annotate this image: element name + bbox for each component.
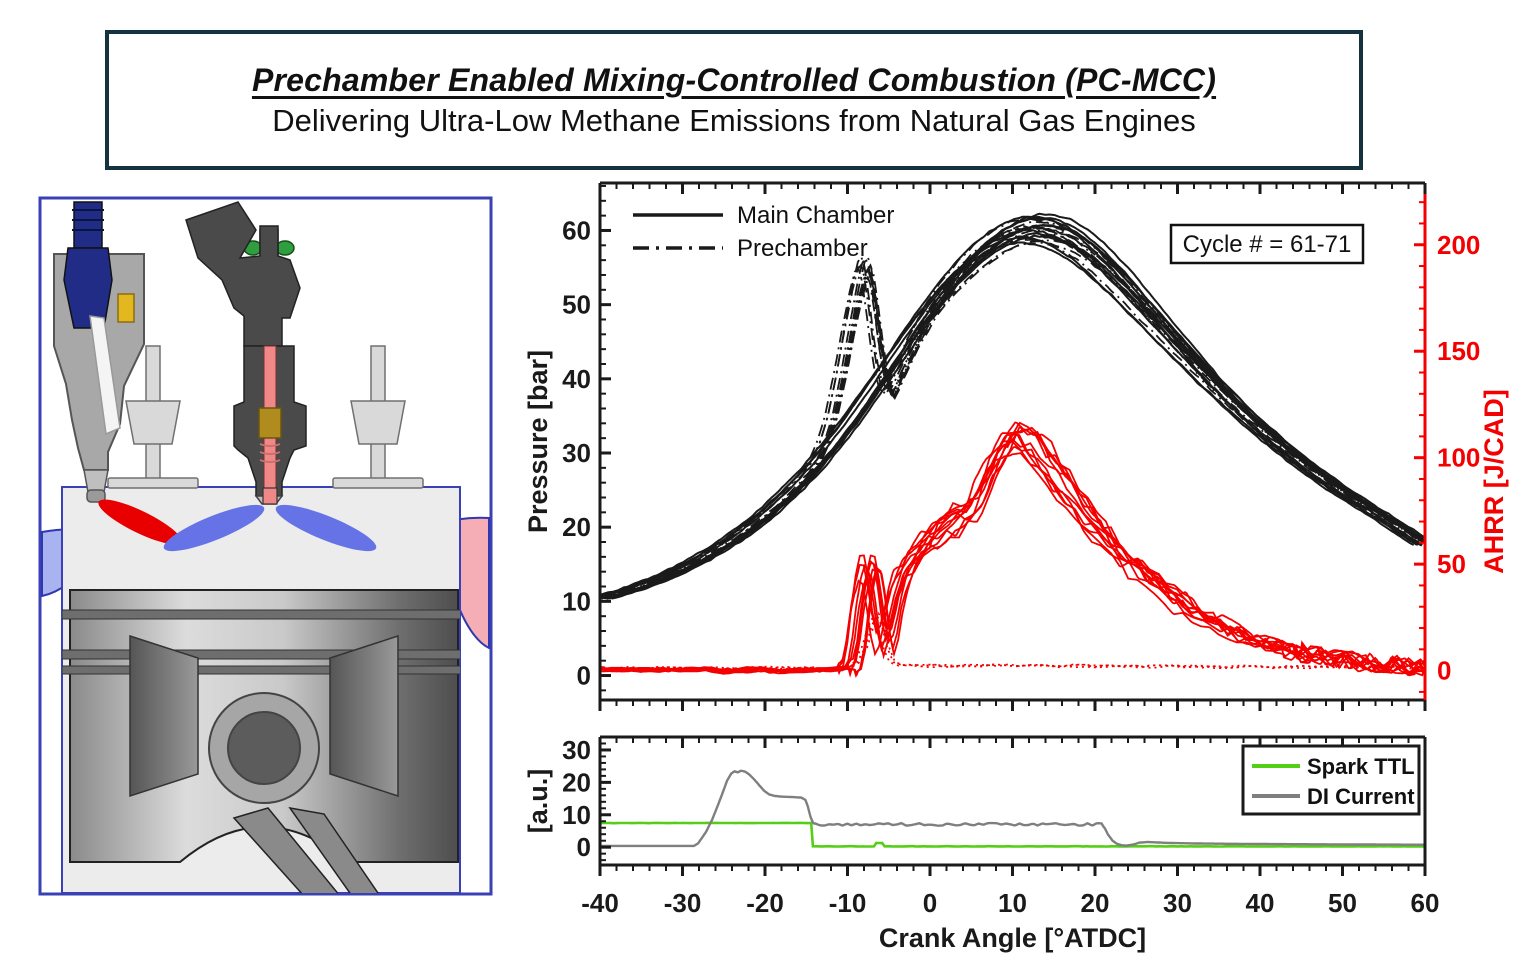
series-layer-pressure-ahrr bbox=[601, 212, 1424, 679]
series-spark-ttl bbox=[601, 821, 1424, 848]
y-left-tick-label: 40 bbox=[562, 364, 591, 394]
cycle-annotation: Cycle # = 61-71 bbox=[1169, 223, 1365, 265]
exhaust-valve bbox=[332, 345, 424, 489]
piston-ring bbox=[62, 609, 460, 620]
x-tick-label: 50 bbox=[1328, 888, 1357, 918]
series-main-chamber-pressure-cycle6 bbox=[601, 236, 1418, 598]
legend-label: Spark TTL bbox=[1307, 754, 1415, 779]
intake-valve bbox=[107, 345, 199, 489]
piston-ring bbox=[62, 665, 460, 675]
series-prechamber-pressure-cycle9 bbox=[601, 225, 1420, 598]
y-left-tick-label: 0 bbox=[577, 661, 591, 691]
y-left-tick-label: 0 bbox=[577, 832, 591, 862]
series-ahrr-main-chamber-cycle8 bbox=[602, 446, 1424, 678]
x-tick-label: 0 bbox=[923, 888, 937, 918]
series-ahrr-prechamber-cycle0 bbox=[601, 614, 1424, 671]
y-right-tick-label: 50 bbox=[1437, 549, 1466, 579]
connecting-rod bbox=[288, 806, 379, 893]
x-tick-label: -40 bbox=[581, 888, 619, 918]
y-left-tick-label: 20 bbox=[562, 512, 591, 542]
x-tick-label: -10 bbox=[829, 888, 867, 918]
series-prechamber-pressure-cycle6 bbox=[606, 226, 1424, 599]
series-ahrr-prechamber-cycle2 bbox=[602, 611, 1424, 671]
y-right-tick-label: 0 bbox=[1437, 656, 1451, 686]
series-main-chamber-pressure-cycle10 bbox=[601, 241, 1415, 596]
axes-pressure-ahrr: 0 10 20 30 40 50 60 0 50 100 150 200 AHRR [J/CAD] Pre… bbox=[523, 181, 1509, 711]
series-prechamber-pressure-cycle4 bbox=[602, 227, 1424, 599]
y-left-axis-title: [a.u.] bbox=[523, 769, 553, 834]
y-right-tick-label: 200 bbox=[1437, 230, 1480, 260]
x-tick-label: -20 bbox=[746, 888, 784, 918]
y-right-tick-label: 100 bbox=[1437, 443, 1480, 473]
series-layer-spark-di bbox=[601, 769, 1424, 848]
series-prechamber-pressure-cycle3 bbox=[601, 225, 1424, 600]
title-box: Prechamber Enabled Mixing-Controlled Com… bbox=[105, 30, 1363, 170]
y-left-axis-title: Pressure [bar] bbox=[523, 350, 553, 533]
piston-ring bbox=[62, 649, 460, 660]
di-spray-right bbox=[275, 504, 377, 552]
series-prechamber-pressure-cycle1 bbox=[603, 220, 1424, 600]
piston-pocket-right bbox=[329, 634, 399, 798]
series-main-chamber-pressure-cycle9 bbox=[608, 212, 1424, 600]
di-spray-left bbox=[163, 504, 265, 552]
legend-label: DI Current bbox=[1307, 784, 1415, 809]
y-left-tick-label: 20 bbox=[562, 767, 591, 797]
x-tick-label: 20 bbox=[1081, 888, 1110, 918]
series-ahrr-main-chamber-cycle10 bbox=[601, 439, 1424, 674]
x-tick-label: 40 bbox=[1246, 888, 1275, 918]
y-right-axis-title: AHRR [J/CAD] bbox=[1479, 389, 1509, 574]
series-ahrr-main-chamber-cycle9 bbox=[601, 452, 1418, 676]
x-axis-title: Crank Angle [°ATDC] bbox=[879, 923, 1146, 953]
legend-label: Main Chamber bbox=[737, 202, 894, 229]
series-main-chamber-pressure-cycle5 bbox=[605, 217, 1424, 600]
y-left-tick-label: 60 bbox=[562, 215, 591, 245]
y-right-tick-label: 150 bbox=[1437, 336, 1480, 366]
series-di-current bbox=[601, 769, 1424, 848]
y-left-tick-label: 30 bbox=[562, 735, 591, 765]
cycle-annotation-text: Cycle # = 61-71 bbox=[1183, 231, 1352, 258]
wrist-pin-bore bbox=[227, 711, 301, 785]
y-left-tick-label: 10 bbox=[562, 800, 591, 830]
prechamber-injector bbox=[53, 201, 145, 503]
x-tick-label: 60 bbox=[1411, 888, 1440, 918]
connecting-rod bbox=[232, 807, 339, 893]
engine-cross-section-diagram bbox=[38, 196, 493, 896]
y-left-tick-label: 30 bbox=[562, 438, 591, 468]
y-left-tick-label: 10 bbox=[562, 586, 591, 616]
di-injector bbox=[185, 201, 307, 505]
y-left-tick-label: 50 bbox=[562, 290, 591, 320]
series-ahrr-main-chamber-cycle5 bbox=[601, 440, 1418, 677]
slide-title: Prechamber Enabled Mixing-Controlled Com… bbox=[251, 61, 1217, 98]
legend-label: Prechamber bbox=[737, 235, 868, 262]
piston-pocket-left bbox=[129, 634, 199, 798]
slide-subtitle: Delivering Ultra-Low Methane Emissions f… bbox=[272, 102, 1196, 138]
legend-spark-di: Spark TTL DI Current bbox=[1241, 744, 1421, 816]
red-prechamber-spray bbox=[98, 499, 182, 545]
legend-pressure-ahrr: Main Chamber Prechamber bbox=[633, 202, 894, 262]
x-tick-label: 10 bbox=[998, 888, 1027, 918]
x-tick-label: 30 bbox=[1163, 888, 1192, 918]
series-prechamber-pressure-cycle10 bbox=[601, 217, 1423, 598]
x-tick-label: -30 bbox=[664, 888, 702, 918]
series-prechamber-pressure-cycle8 bbox=[604, 241, 1424, 599]
